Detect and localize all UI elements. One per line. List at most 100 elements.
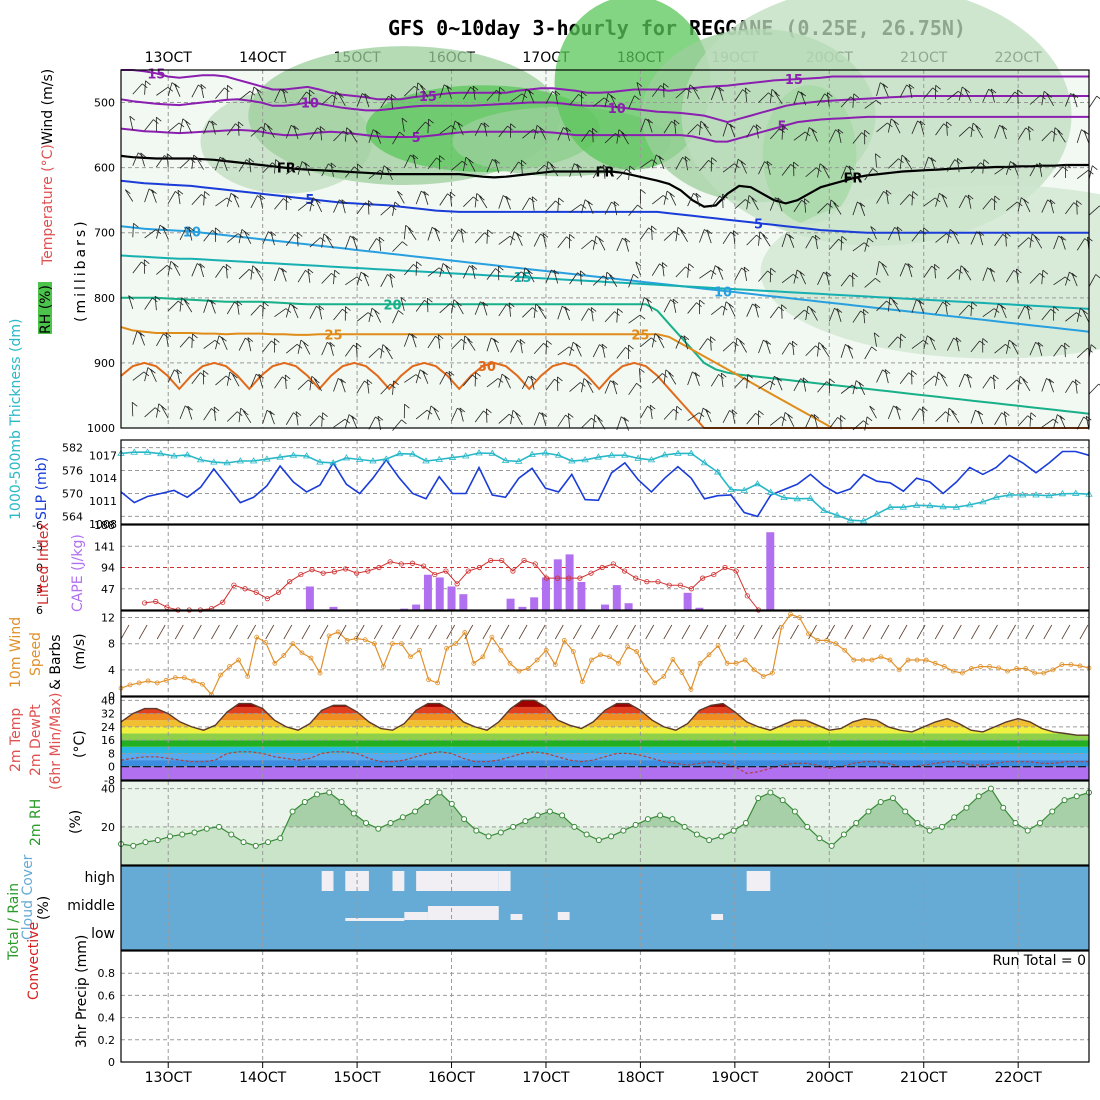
wind-barb: [734, 89, 743, 102]
cloud-level-label: high: [84, 870, 115, 886]
rh-point: [240, 839, 247, 846]
wind-barb-flag: [814, 234, 821, 240]
wind-speed-point: [390, 641, 395, 647]
wind-barb: [215, 265, 224, 278]
wind-barb: [380, 344, 384, 359]
thickness-point: [236, 457, 245, 464]
wind-barb-flag: [837, 417, 843, 422]
wind-barb: [368, 238, 377, 251]
wind-barb: [390, 94, 393, 109]
wind-barb-flag: [987, 267, 993, 273]
wind-barb-flag: [940, 373, 946, 379]
wind-speed-point: [589, 657, 594, 663]
wind-barb-flag: [131, 401, 138, 407]
wind-barb: [828, 308, 835, 322]
lifted-index-point: [599, 564, 605, 571]
wind-barb: [576, 164, 582, 178]
wind-barb: [380, 95, 389, 108]
wind-barb-flag: [420, 85, 426, 90]
temp-tick-label: -8: [104, 774, 115, 787]
wind-barb-flag: [518, 161, 524, 167]
wind-barb: [140, 152, 145, 167]
wind-barb: [1041, 378, 1047, 392]
wind-barb: [386, 167, 393, 181]
wind-barb-flag: [629, 165, 635, 171]
rh-point: [350, 810, 357, 817]
wind-barb: [167, 369, 175, 383]
wind-barb-flag: [558, 197, 564, 203]
wind-speed-point: [263, 639, 269, 645]
rh-point: [216, 823, 223, 830]
wind-barb: [840, 236, 843, 251]
wind-barb: [1060, 236, 1066, 250]
wind-barb: [651, 85, 661, 97]
rh-point: [1061, 797, 1068, 804]
wind-barb-flag: [417, 82, 423, 88]
wind-barb: [687, 302, 697, 314]
wind-barb-flag: [1083, 416, 1089, 422]
wind-barb: [486, 159, 493, 173]
wind-barb: [952, 231, 960, 244]
wind-barb: [935, 233, 947, 243]
wind-barb: [598, 237, 606, 251]
surface-wind-barb: [844, 624, 854, 640]
wind-barb-flag: [161, 405, 167, 411]
wind-barb: [935, 411, 946, 422]
wind-barb: [533, 233, 541, 247]
wind-speed-point: [308, 655, 314, 661]
wind-barb: [994, 412, 1003, 425]
wind-barb-flag: [609, 274, 615, 280]
wind-barb: [243, 410, 252, 424]
contour-label: 10: [301, 97, 319, 112]
wind-barb: [729, 123, 736, 138]
wind-barb-flag: [423, 191, 429, 196]
surface-wind-barb: [717, 624, 727, 640]
cloud-level-label: low: [91, 926, 115, 942]
wind-barb: [238, 269, 250, 280]
wind-barb-flag: [929, 336, 936, 342]
wind-barb-flag: [483, 410, 489, 416]
wind-barb: [542, 233, 547, 248]
thickness-point: [820, 506, 828, 514]
wind-barb-flag: [674, 119, 680, 125]
wind-speed-point: [634, 649, 640, 654]
wind-barb: [955, 337, 960, 352]
cape-bar: [766, 532, 775, 610]
wind-barb: [439, 84, 445, 99]
wind-barb-flag: [836, 308, 843, 313]
wind-barb-flag: [271, 340, 277, 346]
wind-barb-flag: [173, 263, 179, 268]
wind-barb-flag: [269, 410, 275, 416]
wind-speed-point: [815, 638, 820, 643]
wind-barb: [215, 335, 220, 350]
wind-barb: [651, 154, 657, 169]
wind-tick-label: 8: [108, 638, 115, 651]
wind-barb: [640, 337, 652, 347]
wind-barb: [692, 86, 700, 100]
temp-band: [121, 766, 1089, 780]
wind-barb-flag: [747, 374, 754, 379]
bottom-x-tick-label: 13OCT: [145, 1070, 193, 1086]
wind-speed-point: [598, 652, 603, 658]
wind-barb: [344, 414, 350, 429]
wind-barb-flag: [869, 405, 875, 411]
rh-point: [387, 820, 394, 826]
wind-speed-point: [1032, 670, 1038, 676]
wind-barb: [274, 198, 284, 210]
temp-line: [120, 699, 1089, 736]
lifted-index-point: [432, 571, 438, 578]
wind-barb-flag: [319, 126, 326, 131]
wind-barb: [356, 202, 366, 215]
wind-barb: [640, 297, 645, 311]
wind-barb-flag: [1028, 126, 1034, 131]
wind-barb-flag: [1049, 199, 1056, 204]
wind-barb-flag: [704, 229, 710, 234]
cape-bar: [447, 586, 456, 610]
wind-barb: [592, 165, 601, 179]
wind-speed-point: [670, 656, 676, 662]
thickness-point: [435, 455, 443, 462]
wind-barb: [486, 90, 497, 101]
wind-barb-flag: [529, 197, 535, 203]
wind-barb: [601, 343, 606, 358]
